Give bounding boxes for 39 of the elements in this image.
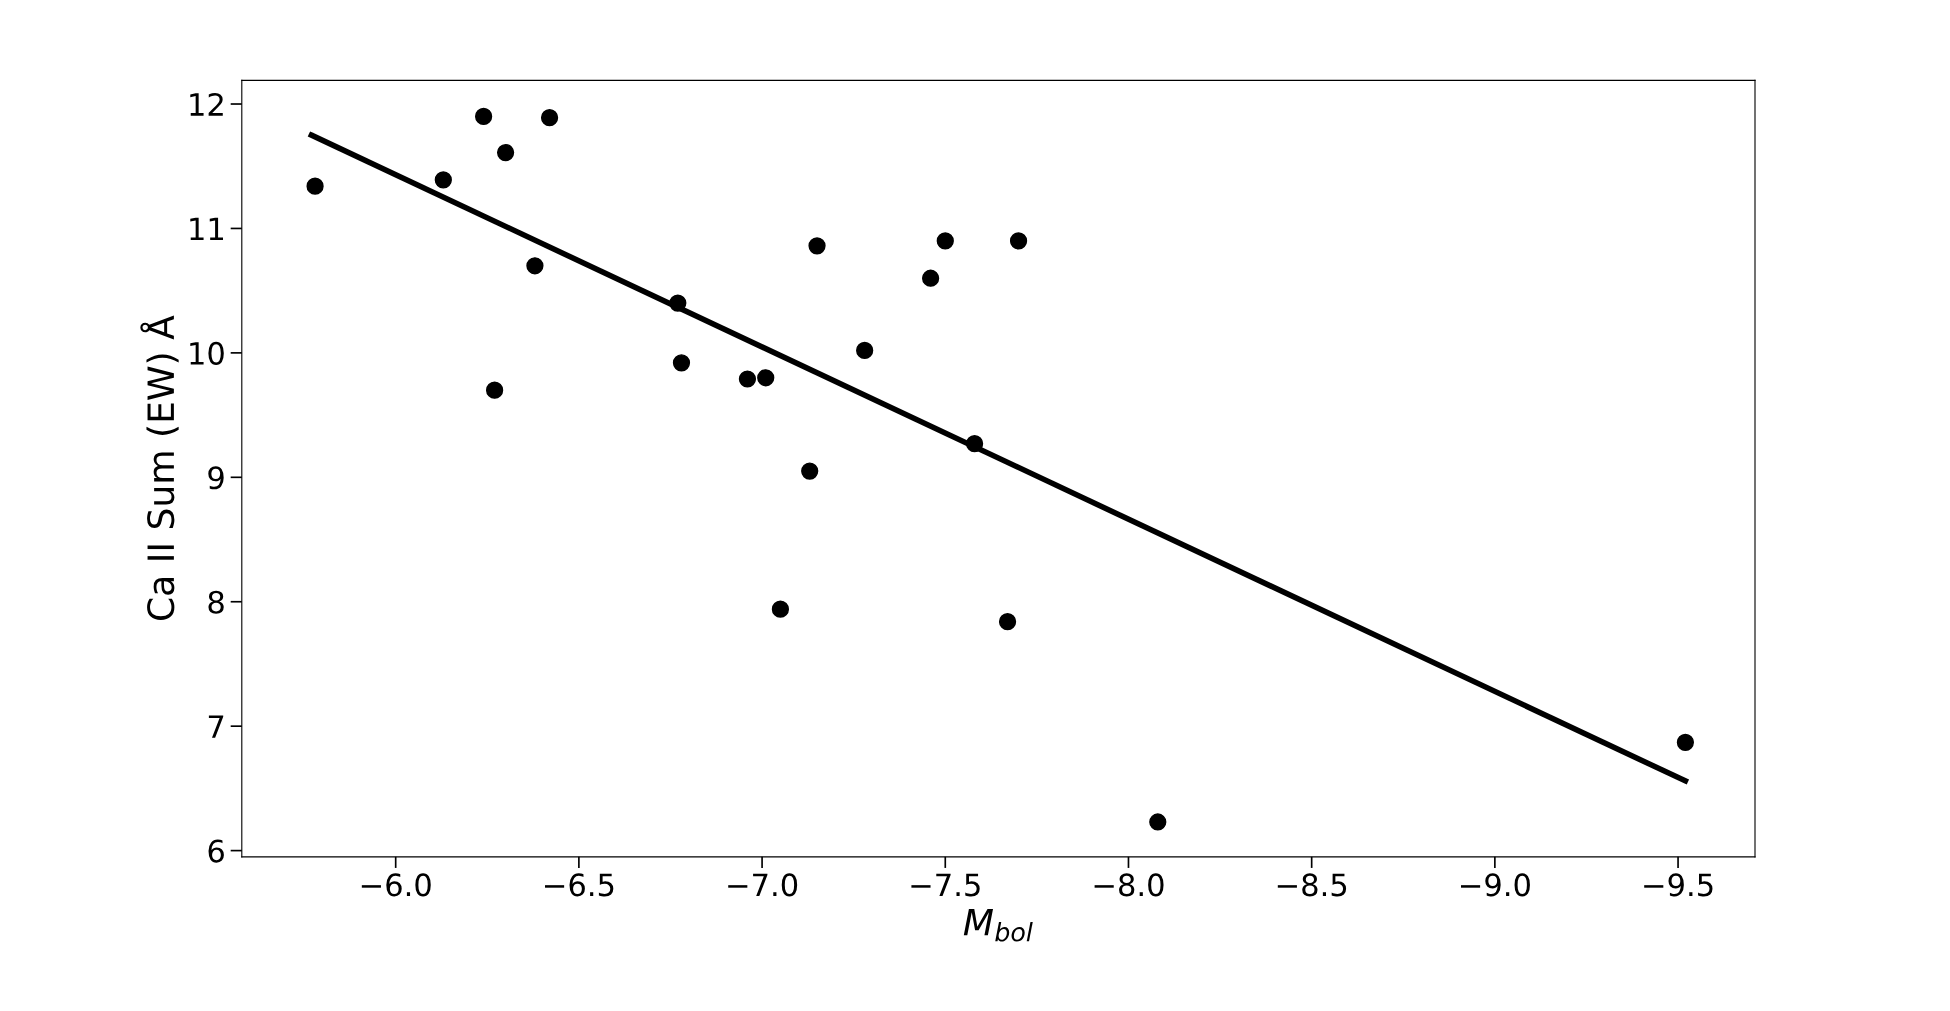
point [434, 171, 452, 189]
point [306, 177, 324, 195]
point [922, 269, 940, 287]
point [672, 354, 691, 372]
y-tick-label: 6 [208, 839, 224, 863]
x-tick-label: −8.0 [1094, 873, 1164, 897]
point [801, 462, 819, 480]
point [936, 232, 954, 250]
y-tick-label: 12 [190, 92, 223, 116]
y-tick-label: 11 [190, 217, 224, 241]
x-tick-label: −7.5 [911, 873, 980, 897]
x-tick-label: −7.0 [728, 873, 798, 897]
point [669, 294, 687, 312]
y-axis-title: Ca II Sum (EW) Å [140, 315, 179, 621]
point [808, 237, 826, 255]
point [540, 109, 559, 127]
x-tick-label: −6.5 [545, 873, 614, 897]
point [485, 381, 504, 399]
point [496, 143, 515, 162]
y-tick-label: 10 [190, 341, 224, 365]
x-tick-label: −8.5 [1277, 873, 1347, 897]
point [526, 257, 544, 275]
x-axis-title: M$_{bol}$ [963, 909, 1033, 942]
point [771, 600, 790, 618]
point [1676, 733, 1695, 751]
point [965, 435, 984, 453]
point [1149, 813, 1167, 831]
x-tick-label: −9.5 [1644, 873, 1713, 897]
y-tick-label: 8 [208, 590, 224, 614]
point [757, 369, 775, 387]
y-tick-label: 7 [208, 715, 224, 738]
y-tick-label: 9 [208, 466, 224, 490]
x-tick-label: −9.0 [1461, 873, 1530, 897]
point [1009, 232, 1028, 250]
point [475, 107, 493, 126]
point [856, 341, 874, 360]
x-tick-label: −6.0 [361, 873, 431, 897]
point [738, 370, 757, 388]
point [998, 613, 1017, 631]
